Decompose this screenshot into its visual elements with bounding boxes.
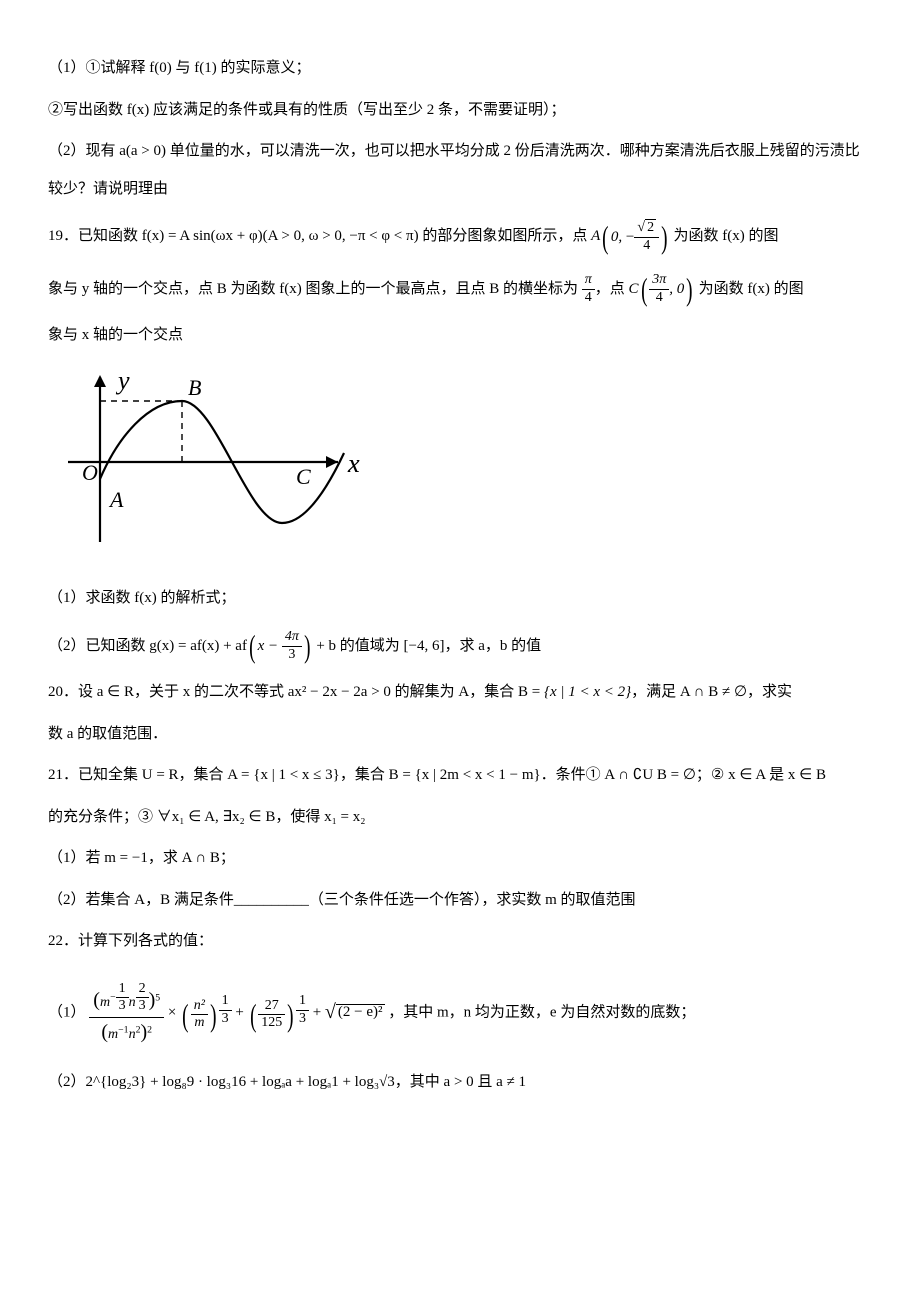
question-19-line3: 象与 x 轴的一个交点 (48, 317, 872, 355)
svg-text:A: A (108, 487, 124, 512)
text: （2）若集合 A，B 满足条件__________（三个条件任选一个作答），求实… (48, 892, 636, 908)
num: 1 (296, 993, 309, 1011)
inner-expr: x − 4π3 (258, 622, 302, 670)
fraction: 4π3 (282, 629, 302, 664)
svg-text:y: y (115, 367, 130, 395)
svg-text:B: B (188, 375, 201, 400)
expr-term1: (m−13n23)5 (m−1n2)2 (89, 979, 164, 1047)
den: 3 (219, 1011, 232, 1028)
question-19-sub1: （1）求函数 f(x) 的解析式； (48, 580, 872, 618)
num: 3π (649, 272, 669, 290)
text: 为函数 f(x) 的图 (695, 281, 804, 297)
text: （1）①试解释 f(0) 与 f(1) 的实际意义； (48, 60, 310, 76)
text: + b 的值域为 [−4, 6]，求 a，b 的值 (313, 638, 542, 654)
den: 4 (634, 238, 659, 255)
num: 4π (282, 629, 302, 647)
question-20-line1: 20．设 a ∈ R，关于 x 的二次不等式 ax² − 2x − 2a > 0… (48, 674, 872, 712)
exp: 2 (147, 1025, 152, 1036)
fraction: (m−13n23)5 (m−1n2)2 (89, 979, 164, 1047)
rparen-icon: ) (661, 221, 667, 253)
den: 125 (258, 1015, 285, 1032)
fraction: 27125 (258, 998, 285, 1033)
question-21-sub1: （1）若 m = −1，求 A ∩ B； (48, 840, 872, 878)
text: ，其中 m，n 均为正数，e 为自然对数的底数； (388, 1004, 695, 1020)
text: （1）求函数 f(x) 的解析式； (48, 590, 236, 606)
question-19-line1: 19．已知函数 f(x) = A sin(ωx + φ)(A > 0, ω > … (48, 212, 872, 261)
set-B: {x | 1 < x < 2} (544, 684, 631, 700)
num: 1 (219, 993, 232, 1011)
fraction: 3π4 (649, 272, 669, 307)
para-1-2: ②写出函数 f(x) 应该满足的条件或具有的性质（写出至少 2 条，不需要证明）… (48, 92, 872, 130)
times-icon: × (168, 1004, 180, 1020)
text: 象与 y 轴的一个交点，点 B 为函数 f(x) 图象上的一个最高点，且点 B … (48, 281, 582, 297)
text: （2）已知函数 g(x) = af(x) + af (48, 638, 247, 654)
lparen-icon: ( (641, 273, 647, 305)
text: x − (258, 638, 282, 654)
svg-text:O: O (82, 460, 98, 485)
radicand: (2 − e)² (338, 1004, 383, 1020)
text: （2）现有 a(a > 0) 单位量的水，可以清洗一次，也可以把水平均分成 2 … (48, 143, 860, 197)
rparen-icon: ) (686, 273, 692, 305)
point-A-label: A (591, 228, 600, 244)
coord-y: , 0 (669, 281, 684, 297)
text: 的充分条件；③ ∀x₁ ∈ A, ∃x₂ ∈ B，使得 x₁ = x₂ (48, 809, 366, 825)
text: 数 a 的取值范围． (48, 726, 167, 742)
svg-text:x: x (347, 449, 360, 478)
function-sketch-chart: OABCxyx (48, 367, 872, 563)
text: （1）若 m = −1，求 A ∩ B； (48, 850, 235, 866)
lparen-icon: ( (602, 221, 608, 253)
point-C-coords: 3π4, 0 (649, 265, 684, 313)
point-C-label: C (629, 281, 639, 297)
text: （2）2^{log₂3} + log₈9 · log₃16 + logₐa + … (48, 1074, 526, 1090)
exp: 5 (155, 992, 160, 1003)
denominator: (m−1n2)2 (89, 1018, 164, 1046)
num: 27 (258, 998, 285, 1016)
text: ②写出函数 f(x) 应该满足的条件或具有的性质（写出至少 2 条，不需要证明）… (48, 102, 566, 118)
expr-term2: (n²m)13 (180, 993, 232, 1033)
lparen-icon: ( (249, 630, 255, 662)
point-A-coords: 0, −√24 (611, 213, 659, 261)
expr-term3: (27125)13 (248, 993, 309, 1033)
den: 4 (582, 290, 595, 307)
text: 19．已知函数 f(x) = A sin(ωx + φ)(A > 0, ω > … (48, 228, 591, 244)
den: 4 (649, 290, 669, 307)
rparen-icon: ) (304, 630, 310, 662)
question-21-line1: 21．已知全集 U = R，集合 A = {x | 1 < x ≤ 3}，集合 … (48, 757, 872, 795)
text: ，点 (595, 281, 629, 297)
question-22-title: 22．计算下列各式的值： (48, 923, 872, 961)
question-19-sub2: （2）已知函数 g(x) = af(x) + af(x − 4π3) + b 的… (48, 622, 872, 671)
question-21-line2: 的充分条件；③ ∀x₁ ∈ A, ∃x₂ ∈ B，使得 x₁ = x₂ (48, 799, 872, 837)
num: π (582, 272, 595, 290)
plus-icon: + (235, 1004, 247, 1020)
fraction: √24 (634, 219, 659, 255)
text: 22．计算下列各式的值： (48, 933, 213, 949)
num: n² (191, 998, 208, 1016)
text: 21．已知全集 U = R，集合 A = {x | 1 < x ≤ 3}，集合 … (48, 767, 826, 783)
question-22-sub1: （1） (m−13n23)5 (m−1n2)2 × (n²m)13 + (271… (48, 979, 872, 1047)
para-1-1: （1）①试解释 f(0) 与 f(1) 的实际意义； (48, 50, 872, 88)
sine-curve-svg: OABCxyx (48, 367, 368, 547)
svg-text:C: C (296, 464, 311, 489)
question-19-line2: 象与 y 轴的一个交点，点 B 为函数 f(x) 图象上的一个最高点，且点 B … (48, 265, 872, 314)
label: （1） (48, 1004, 86, 1020)
text: 象与 x 轴的一个交点 (48, 327, 183, 343)
question-20-line2: 数 a 的取值范围． (48, 716, 872, 754)
coord-x: 0, (611, 229, 622, 245)
text: 20．设 a ∈ R，关于 x 的二次不等式 ax² − 2x − 2a > 0… (48, 684, 544, 700)
expr-term4: √(2 − e)² (325, 1002, 385, 1022)
para-1-3: （2）现有 a(a > 0) 单位量的水，可以清洗一次，也可以把水平均分成 2 … (48, 133, 872, 208)
question-22-sub2: （2）2^{log₂3} + log₈9 · log₃16 + logₐa + … (48, 1064, 872, 1102)
den: 3 (282, 647, 302, 664)
den: 3 (296, 1011, 309, 1028)
den: m (191, 1015, 208, 1032)
fraction: n²m (191, 998, 208, 1033)
question-21-sub2: （2）若集合 A，B 满足条件__________（三个条件任选一个作答），求实… (48, 882, 872, 920)
fraction: π4 (582, 272, 595, 307)
numerator: (m−13n23)5 (89, 979, 164, 1019)
text: ，满足 A ∩ B ≠ ∅，求实 (631, 684, 792, 700)
text: 为函数 f(x) 的图 (670, 228, 779, 244)
plus-icon: + (313, 1004, 325, 1020)
